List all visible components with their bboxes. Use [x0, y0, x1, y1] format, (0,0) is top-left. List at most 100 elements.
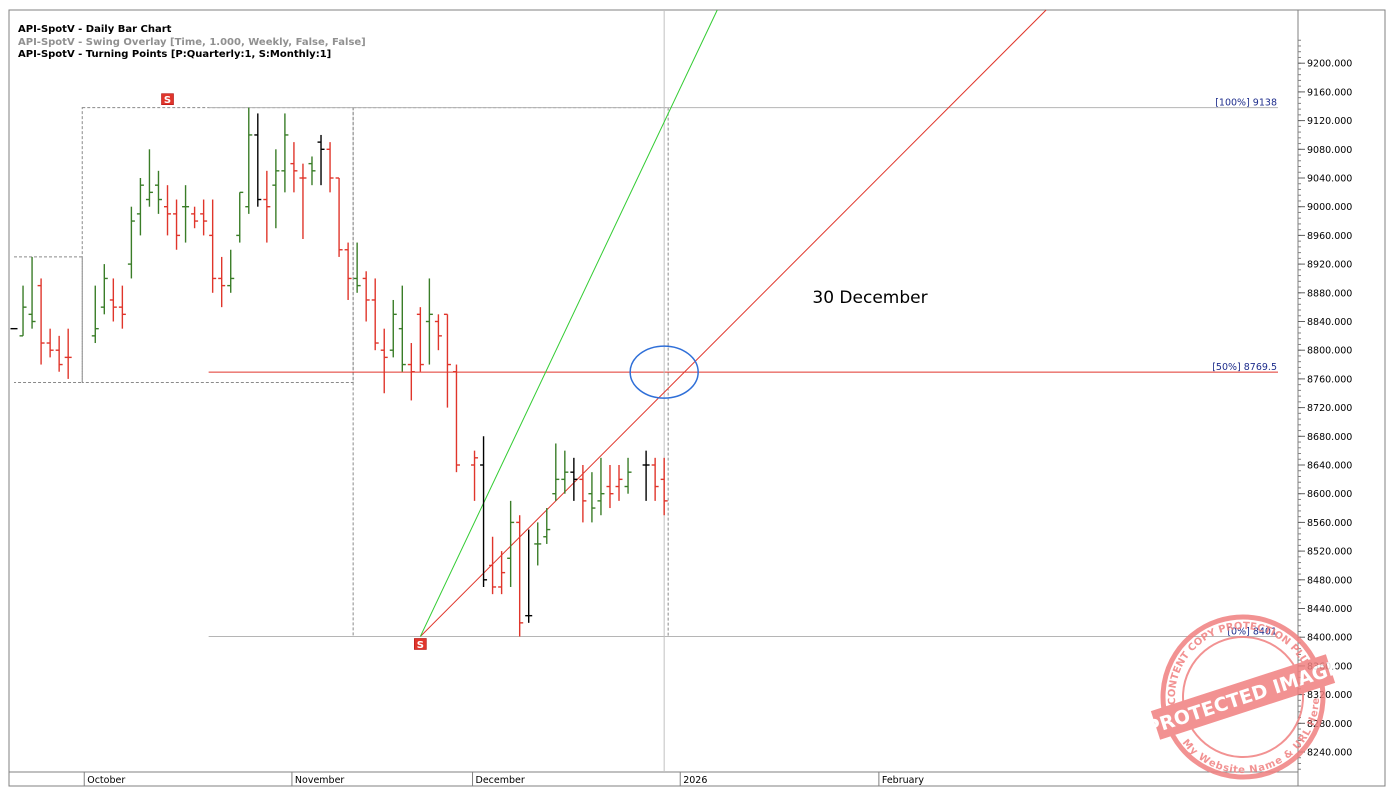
ohlc-bar [371, 278, 379, 351]
ohlc-bar [245, 107, 253, 214]
turning-point-box [161, 93, 174, 105]
ohlc-bar [118, 285, 126, 329]
annotation-text: 30 December [812, 288, 927, 308]
ohlc-bar [191, 206, 199, 229]
y-tick-label: 8280.000 [1307, 719, 1352, 730]
ohlc-bar [254, 113, 262, 207]
ohlc-bar [452, 364, 460, 473]
ohlc-bar [154, 170, 162, 214]
y-tick-label: 9040.000 [1307, 174, 1352, 185]
ohlc-bar [471, 450, 479, 501]
ohlc-bar [651, 457, 659, 501]
ohlc-bar [281, 113, 289, 193]
x-tick-label: October [87, 775, 125, 786]
ohlc-bar [28, 256, 36, 329]
ohlc-bar [263, 170, 271, 243]
y-tick-label: 8960.000 [1307, 231, 1352, 242]
ohlc-bar [534, 522, 542, 566]
y-tick-label: 8800.000 [1307, 346, 1352, 357]
ohlc-bar [299, 163, 307, 239]
y-tick-label: 8600.000 [1307, 489, 1352, 500]
ohlc-bar [597, 457, 605, 516]
level-label: [100%] 9138 [1215, 98, 1277, 109]
ohlc-bar [570, 457, 578, 501]
ohlc-bar [606, 465, 614, 509]
ohlc-bar [588, 472, 596, 523]
ohlc-bar [489, 536, 497, 595]
x-tick-label: December [476, 775, 525, 786]
ohlc-bar [525, 529, 533, 623]
ohlc-bar [498, 551, 506, 595]
ohlc-bar [200, 199, 208, 236]
x-tick-label: November [295, 775, 345, 786]
y-tick-label: 8440.000 [1307, 604, 1352, 615]
y-tick-label: 8760.000 [1307, 374, 1352, 385]
y-tick-label: 9200.000 [1307, 59, 1352, 70]
y-tick-label: 8840.000 [1307, 317, 1352, 328]
legend-line-chart-title: API-SpotV - Daily Bar Chart [18, 24, 172, 35]
ohlc-bar [272, 149, 280, 229]
ohlc-bar [173, 199, 181, 250]
ohlc-bar [209, 199, 217, 293]
ohlc-bar [290, 142, 298, 193]
x-tick-label: 2026 [683, 775, 707, 786]
ohlc-bar [308, 156, 316, 186]
trend-line-red [419, 9, 1047, 637]
stamp-banner [1150, 654, 1336, 740]
ohlc-bar [91, 285, 99, 344]
ohlc-bar [660, 457, 668, 516]
chart-border [8, 9, 1386, 787]
legend-line-turning-points: API-SpotV - Turning Points [P:Quarterly:… [18, 49, 332, 60]
y-tick-label: 8400.000 [1307, 633, 1352, 644]
ohlc-bar [389, 299, 397, 358]
y-tick-label: 8680.000 [1307, 432, 1352, 443]
ohlc-bar [443, 313, 451, 408]
ohlc-bar [425, 278, 433, 365]
ohlc-bar [37, 278, 45, 365]
turning-point-box [414, 638, 427, 650]
ohlc-bar [136, 178, 144, 236]
y-tick-label: 8320.000 [1307, 690, 1352, 701]
ohlc-bar [615, 465, 623, 501]
turning-point-marker: S [161, 93, 174, 106]
x-tick-label: February [882, 775, 924, 786]
ohlc-bar [236, 191, 244, 243]
trend-line-green [419, 9, 718, 637]
y-tick-label: 8920.000 [1307, 260, 1352, 271]
ohlc-bar [100, 264, 108, 315]
ohlc-bar [362, 271, 370, 322]
ohlc-bar [552, 443, 560, 501]
bars-group [10, 107, 668, 637]
y-tick-label: 9080.000 [1307, 145, 1352, 156]
ohlc-bar [507, 500, 515, 587]
ohlc-bar [398, 285, 406, 372]
annotation-circle [629, 345, 699, 399]
y-tick-label: 8560.000 [1307, 518, 1352, 529]
ohlc-bar [624, 457, 632, 494]
ohlc-bar [55, 335, 63, 372]
ohlc-bar [480, 436, 488, 587]
y-tick-label: 9120.000 [1307, 116, 1352, 127]
ohlc-bar [46, 328, 54, 358]
ohlc-bar [434, 314, 442, 351]
ohlc-bar [407, 343, 415, 401]
swing-overlay-box [81, 107, 354, 383]
swing-overlay-box [14, 256, 83, 383]
ohlc-bar [64, 328, 72, 379]
y-tick-label: 8640.000 [1307, 461, 1352, 472]
y-tick-label: 8520.000 [1307, 547, 1352, 558]
ohlc-bar [227, 249, 235, 293]
turning-point-label: S [417, 640, 424, 651]
ohlc-bar [561, 450, 569, 494]
ohlc-bar [19, 285, 27, 337]
ohlc-bar [579, 465, 587, 523]
legend-line-swing-overlay: API-SpotV - Swing Overlay [Time, 1.000, … [18, 37, 366, 48]
ohlc-bar [317, 134, 325, 186]
y-tick-label: 8720.000 [1307, 403, 1352, 414]
level-label: [50%] 8769.5 [1212, 362, 1277, 373]
ohlc-bar [543, 508, 551, 544]
y-tick-label: 8480.000 [1307, 575, 1352, 586]
y-tick-label: 8880.000 [1307, 288, 1352, 299]
